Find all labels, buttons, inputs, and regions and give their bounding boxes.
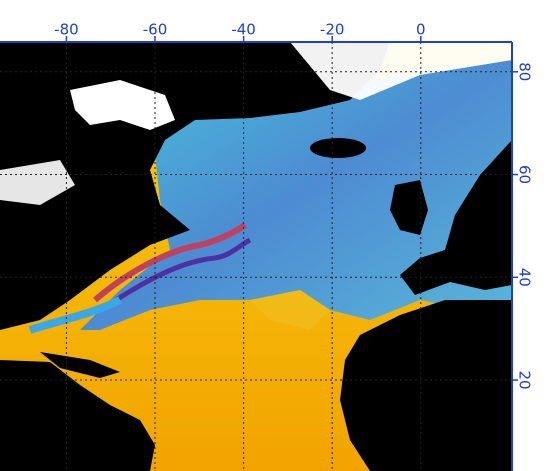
- y-tick-label: 80: [516, 62, 534, 81]
- x-tick-label: -20: [320, 21, 345, 39]
- grid: [0, 42, 512, 471]
- coastal-band: [28, 296, 122, 334]
- british-isles: [390, 180, 428, 235]
- greenland-ice: [70, 80, 175, 130]
- cuba: [40, 352, 120, 378]
- iceland: [310, 138, 366, 158]
- y-tick-label: 60: [516, 165, 534, 184]
- ice-edge: [0, 160, 75, 205]
- arctic-ice: [290, 42, 512, 100]
- x-tick-label: -60: [143, 21, 168, 39]
- current-warm: [93, 222, 247, 303]
- current-cold: [98, 237, 252, 313]
- x-tick-label: 0: [416, 21, 426, 39]
- caribbean-land: [0, 360, 155, 471]
- x-tick-label: -80: [54, 21, 79, 39]
- warm-patch: [250, 290, 330, 330]
- europe: [400, 140, 512, 295]
- y-tick-label: 20: [516, 371, 534, 390]
- y-tick-label: 40: [516, 268, 534, 287]
- x-tick-label: -40: [231, 21, 256, 39]
- map-image: [0, 42, 512, 471]
- africa: [340, 300, 512, 471]
